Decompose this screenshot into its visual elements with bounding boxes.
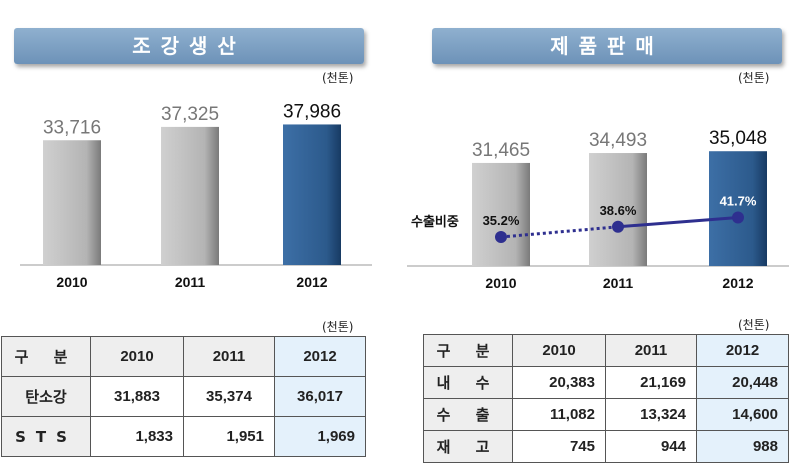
table-cell: 745 (512, 430, 606, 463)
bar-value-label: 33,716 (43, 117, 101, 138)
bar-value-label: 37,986 (283, 101, 341, 122)
table-row: 내 수 20,383 21,169 20,448 (423, 366, 789, 399)
sales-bar-chart: 31,465 2010 34,493 2011 35,048 2012 35.2% 38.6%… (407, 128, 789, 291)
left-title-banner: 조강생산 (14, 28, 364, 64)
line-segment (617, 216, 739, 229)
right-title-banner: 제품판매 (432, 28, 782, 64)
row-header: 탄소강 (1, 376, 91, 417)
bar-2012 (283, 124, 341, 265)
row-header: 내 수 (423, 366, 513, 399)
bar-2011 (589, 153, 647, 266)
header-cell: 구 분 (423, 334, 513, 367)
left-chart-unit: (천톤) (322, 71, 354, 85)
header-cell: 2011 (605, 334, 697, 367)
table-cell: 35,374 (183, 376, 275, 417)
table-cell: 20,448 (696, 366, 789, 399)
bar-value-label: 31,465 (472, 140, 530, 161)
left-table-unit: (천톤) (322, 320, 354, 334)
bar-2012 (709, 151, 767, 266)
table-cell: 20,383 (512, 366, 606, 399)
header-cell: 2010 (512, 334, 606, 367)
row-header: 재 고 (423, 430, 513, 463)
table-cell: 944 (605, 430, 697, 463)
line-series-label: 수출비중 (411, 214, 459, 229)
production-bar-chart: 33,716 2010 37,325 2011 37,986 2012 (20, 101, 372, 290)
row-header: STS (1, 416, 91, 457)
table-cell: 36,017 (274, 376, 366, 417)
bar-2010 (43, 140, 101, 265)
sales-table: 구 분 2010 2011 2012 내 수 20,383 21,169 20,… (423, 334, 789, 463)
table-row: 재 고 745 944 988 (423, 430, 789, 463)
x-tick-label: 2012 (722, 275, 753, 291)
header-cell: 2012 (274, 336, 366, 377)
production-table: 구 분 2010 2011 2012 탄소강 31,883 35,374 36,… (1, 336, 366, 457)
header-cell: 2010 (90, 336, 184, 377)
table-cell: 11,082 (512, 398, 606, 431)
x-tick-label: 2011 (603, 275, 634, 291)
line-point (495, 231, 507, 243)
x-tick-label: 2010 (485, 275, 516, 291)
table-cell: 31,883 (90, 376, 184, 417)
x-tick-label: 2011 (175, 274, 206, 290)
line-value-label: 35.2% (483, 213, 520, 228)
header-cell: 2011 (183, 336, 275, 377)
table-row: 수 출 11,082 13,324 14,600 (423, 398, 789, 431)
table-header-row: 구 분 2010 2011 2012 (1, 336, 366, 377)
table-row: 탄소강 31,883 35,374 36,017 (1, 376, 366, 417)
bar-value-label: 34,493 (589, 130, 647, 151)
header-cell: 2012 (696, 334, 789, 367)
table-cell: 988 (696, 430, 789, 463)
table-cell: 1,951 (183, 416, 275, 457)
table-cell: 1,969 (274, 416, 366, 457)
line-value-label: 38.6% (600, 203, 637, 218)
x-tick-label: 2012 (296, 274, 327, 290)
table-cell: 21,169 (605, 366, 697, 399)
right-table-unit: (천톤) (738, 318, 770, 332)
row-header: 수 출 (423, 398, 513, 431)
line-segment (500, 225, 619, 239)
table-header-row: 구 분 2010 2011 2012 (423, 334, 789, 367)
table-cell: 13,324 (605, 398, 697, 431)
bar-2011 (161, 126, 219, 266)
table-cell: 14,600 (696, 398, 789, 431)
bar-value-label: 37,325 (161, 104, 219, 125)
line-value-label: 41.7% (720, 194, 757, 209)
table-cell: 1,833 (90, 416, 184, 457)
line-point (732, 211, 744, 224)
bar-value-label: 35,048 (709, 128, 767, 149)
header-cell: 구 분 (1, 336, 91, 377)
x-tick-label: 2010 (56, 274, 87, 290)
table-row: STS 1,833 1,951 1,969 (1, 416, 366, 457)
line-point (612, 220, 624, 233)
right-chart-unit: (천톤) (738, 71, 770, 85)
bar-2010 (472, 162, 530, 266)
